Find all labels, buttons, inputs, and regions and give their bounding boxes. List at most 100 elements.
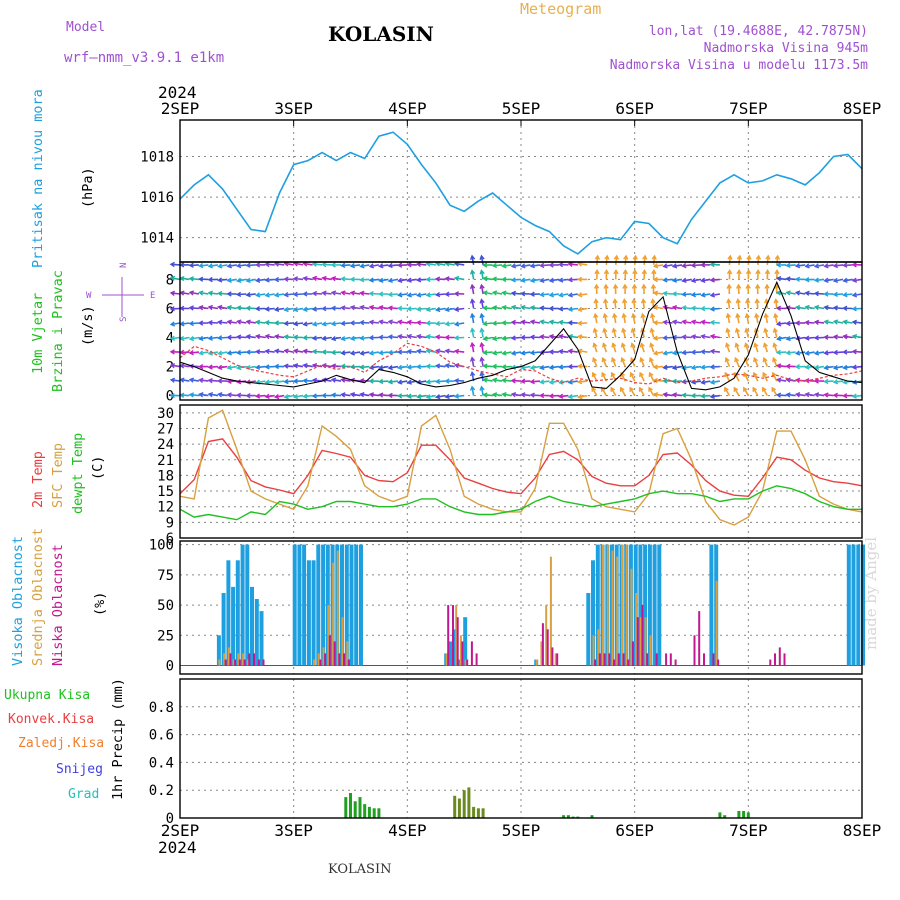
wind-arrow bbox=[436, 322, 446, 325]
wind-arrowhead bbox=[359, 263, 365, 269]
wind-arrow bbox=[753, 372, 759, 382]
wind-arrowhead bbox=[368, 277, 374, 283]
wind-arrowhead bbox=[453, 335, 460, 341]
wind-arrow bbox=[754, 328, 759, 338]
wind-arrowhead bbox=[330, 321, 336, 327]
wind-arrowhead bbox=[754, 298, 760, 304]
wind-arrow bbox=[170, 277, 181, 281]
wind-arrow bbox=[775, 299, 778, 309]
wind-arrow bbox=[341, 264, 351, 267]
wind-arrowhead bbox=[378, 305, 384, 311]
wind-arrow bbox=[540, 380, 550, 384]
wind-arrowhead bbox=[311, 348, 318, 355]
wind-arrow bbox=[332, 336, 342, 340]
wind-arrowhead bbox=[652, 335, 659, 341]
wind-arrowhead bbox=[842, 349, 848, 355]
wind-arrowhead bbox=[236, 277, 242, 284]
wind-arrowhead bbox=[593, 298, 599, 304]
wind-arrow bbox=[521, 264, 531, 268]
wind-arrowhead bbox=[611, 356, 616, 363]
wind-arrowhead bbox=[236, 305, 242, 311]
wind-arrow bbox=[672, 264, 683, 268]
wind-arrowhead bbox=[255, 292, 261, 298]
wind-arrow bbox=[777, 351, 787, 354]
station-title: KOLASIN bbox=[328, 22, 434, 46]
wind-arrow bbox=[445, 277, 455, 281]
wind-arrow bbox=[322, 322, 332, 326]
wind-arrowhead bbox=[652, 364, 659, 370]
cloud-bar bbox=[311, 560, 316, 666]
cloud-bar bbox=[649, 635, 652, 666]
wind-arrow bbox=[502, 291, 512, 295]
wind-arrowhead bbox=[311, 335, 317, 341]
wind-arrow bbox=[455, 379, 465, 382]
wind-arrowhead bbox=[359, 350, 365, 356]
wind-arrow bbox=[502, 264, 512, 267]
wind-arrowhead bbox=[851, 306, 857, 312]
wind-arrow bbox=[521, 351, 531, 355]
wind-arrow bbox=[237, 320, 247, 324]
wind-arrowhead bbox=[558, 393, 564, 399]
wind-arrow bbox=[426, 349, 436, 353]
wind-arrowhead bbox=[469, 312, 476, 319]
wind-arrow bbox=[379, 380, 389, 383]
y-tick-label: 8 bbox=[166, 272, 174, 288]
cloud-bar bbox=[324, 653, 327, 666]
wind-arrowhead bbox=[681, 291, 687, 297]
wind-arrow bbox=[511, 351, 522, 355]
wind-arrow bbox=[294, 293, 304, 296]
wind-arrow bbox=[445, 349, 455, 353]
wind-arrowhead bbox=[226, 304, 232, 311]
wind-arrowhead bbox=[397, 364, 403, 371]
wind-arrow bbox=[650, 343, 655, 353]
wind-arrow bbox=[725, 343, 731, 353]
wind-arrow bbox=[237, 264, 247, 267]
wind-arrowhead bbox=[501, 276, 507, 283]
wind-arrow bbox=[629, 372, 636, 382]
wind-arrow bbox=[521, 393, 531, 397]
wind-arrow bbox=[682, 264, 692, 267]
wind-arrow bbox=[227, 264, 237, 268]
wind-arrow bbox=[815, 365, 825, 369]
wind-arrow bbox=[455, 307, 465, 311]
wind-arrow bbox=[710, 307, 720, 311]
wind-arrow bbox=[445, 394, 455, 398]
wind-arrowhead bbox=[169, 306, 175, 312]
wind-arrowhead bbox=[236, 262, 242, 269]
wind-arrow bbox=[663, 264, 673, 268]
cloud-bar bbox=[235, 560, 240, 666]
wind-arrow bbox=[796, 351, 806, 355]
wind-arrow bbox=[549, 320, 560, 324]
y-tick-label: 0.2 bbox=[149, 783, 174, 799]
wind-arrowhead bbox=[217, 290, 223, 297]
wind-arrow bbox=[559, 350, 569, 353]
cloud-bar bbox=[545, 605, 548, 666]
wind-arrowhead bbox=[823, 319, 829, 325]
cloud-bar bbox=[712, 653, 715, 666]
wind-arrowhead bbox=[529, 291, 535, 297]
cloud-bar bbox=[549, 556, 552, 666]
wind-arrowhead bbox=[330, 363, 336, 369]
wind-arrow bbox=[733, 387, 740, 396]
wind-arrowhead bbox=[548, 319, 554, 325]
wind-arrowhead bbox=[435, 394, 441, 400]
wind-arrow bbox=[436, 349, 446, 353]
wind-arrow bbox=[578, 293, 588, 296]
wind-arrow bbox=[663, 336, 673, 339]
wind-arrowhead bbox=[642, 254, 648, 260]
wind-arrow bbox=[227, 278, 237, 282]
wind-arrow bbox=[360, 278, 370, 281]
wind-arrow bbox=[530, 336, 540, 339]
wind-arrow bbox=[322, 277, 332, 281]
wind-arrowhead bbox=[681, 364, 687, 371]
cloud-bar bbox=[655, 653, 658, 666]
wind-arrow bbox=[313, 292, 323, 295]
wind-arrowhead bbox=[491, 305, 498, 311]
wind-arrow bbox=[493, 264, 503, 267]
cloud-bar bbox=[551, 647, 554, 666]
wind-arrowhead bbox=[491, 276, 497, 282]
wind-arrowhead bbox=[725, 327, 731, 333]
wind-arrowhead bbox=[649, 327, 655, 333]
wind-arrow bbox=[445, 262, 455, 266]
wind-arrowhead bbox=[264, 393, 270, 400]
